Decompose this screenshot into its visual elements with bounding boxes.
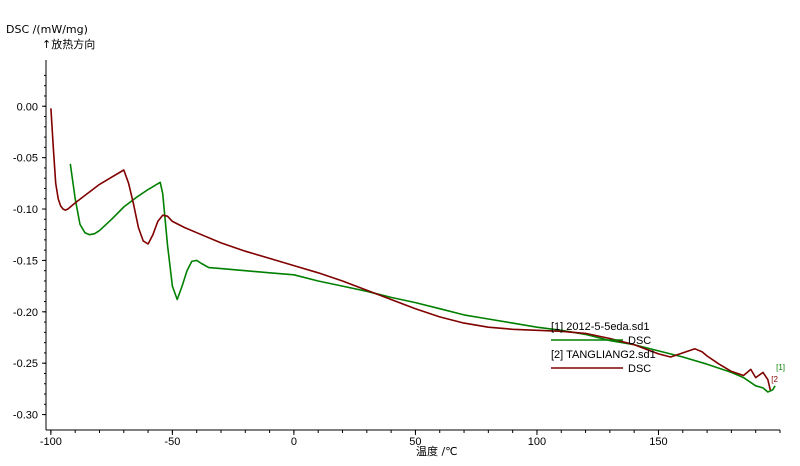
- series-line-2: [50, 108, 772, 391]
- x-axis-label: 温度 /℃: [416, 444, 458, 458]
- x-tick-label: 50: [409, 436, 421, 448]
- legend-series-1: DSC: [628, 335, 651, 347]
- series-end-marker-1: [1]: [776, 363, 785, 372]
- y-tick-label: -0.25: [13, 358, 38, 370]
- y-tick-label: -0.05: [13, 153, 38, 165]
- y-tick-label: -0.10: [13, 204, 38, 216]
- legend-file-2: [2] TANGLIANG2.sd1: [551, 349, 656, 361]
- x-tick-label: 150: [649, 436, 667, 448]
- axes: [45, 60, 780, 431]
- y-axis-label: DSC /(mW/mg): [6, 23, 88, 36]
- x-ticks: -100 -50 0 50 100 150: [40, 430, 781, 448]
- legend: [1] 2012-5-5eda.sd1 DSC [2] TANGLIANG2.sd1…: [551, 321, 656, 375]
- x-tick-label: -50: [164, 436, 180, 448]
- y-tick-label: -0.20: [13, 307, 38, 319]
- x-tick-label: -100: [40, 436, 62, 448]
- y-tick-label: -0.30: [13, 410, 38, 422]
- y-tick-label: 0.00: [17, 101, 38, 113]
- legend-file-1: [1] 2012-5-5eda.sd1: [551, 321, 649, 333]
- series-line-1: [69, 163, 776, 393]
- series-end-marker-2: [2: [771, 375, 778, 384]
- exotherm-direction-note: ↑放热方向: [42, 37, 95, 51]
- legend-series-2: DSC: [628, 363, 651, 375]
- y-tick-label: -0.15: [13, 255, 38, 267]
- x-tick-label: 0: [291, 436, 297, 448]
- y-ticks: 0.00 -0.05 -0.10 -0.15 -0.20 -0.25 -0.30: [13, 74, 46, 422]
- x-tick-label: 100: [528, 436, 546, 448]
- plot-area: [1][2: [50, 108, 785, 393]
